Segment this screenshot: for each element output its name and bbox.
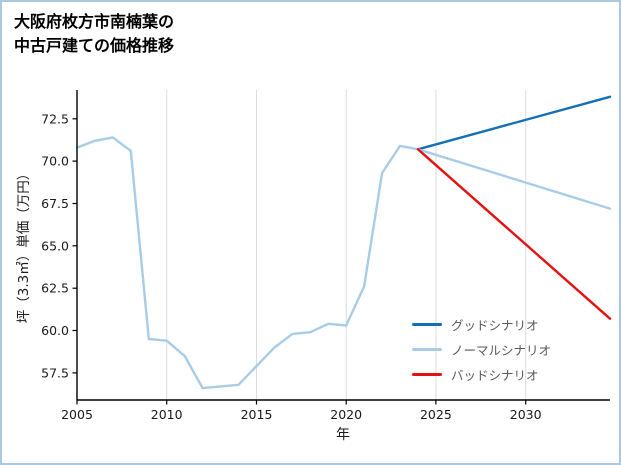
- y-tick-label: 65.0: [41, 238, 69, 253]
- legend-item-good: グッドシナリオ: [412, 316, 551, 333]
- legend-label: バッドシナリオ: [451, 368, 539, 383]
- legend-line-swatch: [412, 323, 442, 326]
- y-tick-label: 72.5: [41, 111, 69, 126]
- legend-line-swatch: [412, 348, 442, 351]
- y-tick-label: 70.0: [41, 154, 69, 169]
- legend-label: ノーマルシナリオ: [451, 343, 552, 358]
- x-tick-label: 2030: [510, 407, 542, 422]
- series-bad: [416, 148, 612, 320]
- y-tick-label: 62.5: [41, 281, 69, 296]
- legend: グッドシナリオ ノーマルシナリオ バッドシナリオ: [412, 316, 551, 383]
- y-tick-label: 67.5: [41, 196, 69, 211]
- legend-item-bad: バッドシナリオ: [412, 366, 551, 383]
- chart-title: 大阪府枚方市南楠葉の 中古戸建ての価格推移: [14, 10, 174, 58]
- series-history: [75, 136, 420, 390]
- x-tick-label: 2010: [151, 407, 183, 422]
- legend-item-normal: ノーマルシナリオ: [412, 341, 551, 358]
- legend-label: グッドシナリオ: [451, 318, 539, 333]
- y-axis-label: 坪（3.3㎡）単価（万円）: [16, 166, 32, 324]
- x-tick-label: 2005: [61, 407, 93, 422]
- x-tick-label: 2025: [420, 407, 452, 422]
- series-good: [416, 95, 612, 151]
- y-tick-label: 60.0: [41, 323, 69, 338]
- chart-title-line1: 大阪府枚方市南楠葉の: [14, 12, 175, 31]
- legend-line-swatch: [412, 373, 442, 376]
- chart-title-line2: 中古戸建ての価格推移: [14, 36, 175, 55]
- x-tick-label: 2015: [241, 407, 273, 422]
- x-axis-label: 年: [336, 427, 350, 443]
- y-tick-label: 57.5: [41, 365, 69, 380]
- series-normal: [416, 148, 612, 210]
- x-tick-label: 2020: [330, 407, 362, 422]
